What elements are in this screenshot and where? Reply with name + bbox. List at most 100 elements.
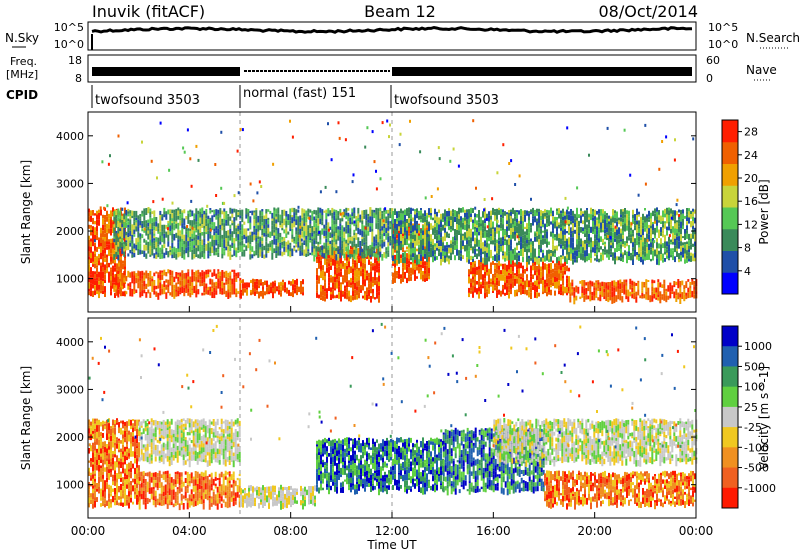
data-cell-6 — [637, 281, 639, 283]
data-cell-8 — [612, 233, 614, 238]
data-cell-8 — [486, 248, 488, 253]
data-cell-8 — [684, 229, 686, 234]
data-cell-8 — [692, 209, 694, 212]
data-cell-0 — [112, 489, 114, 492]
data-cell-3 — [330, 266, 332, 270]
data-cell-7 — [313, 249, 315, 255]
data-cell-8 — [570, 215, 572, 221]
data-cell-8 — [524, 241, 526, 247]
data-cell-7 — [153, 230, 155, 233]
data-cell-8 — [562, 249, 564, 256]
data-cell-3 — [340, 284, 342, 290]
data-cell-5 — [548, 263, 550, 268]
data-cell-7 — [153, 236, 155, 238]
data-cell-0 — [126, 457, 128, 461]
data-cell-3 — [378, 268, 380, 272]
data-cell-0 — [96, 262, 98, 265]
data-cell-8 — [498, 238, 500, 241]
data-cell-6 — [603, 289, 605, 293]
data-cell-1 — [123, 271, 125, 275]
data-cell-3 — [324, 259, 326, 265]
data-cell-8 — [466, 244, 468, 250]
data-cell-3 — [376, 292, 378, 298]
data-cell-7 — [125, 210, 127, 216]
data-cell-0 — [106, 456, 108, 459]
data-cell-5 — [536, 292, 538, 298]
data-cell-8 — [608, 216, 610, 219]
data-cell-7 — [331, 208, 333, 213]
data-cell-0 — [98, 220, 100, 226]
data-cell-8 — [674, 210, 676, 215]
data-cell-6 — [595, 283, 597, 288]
data-cell-3 — [342, 261, 344, 267]
data-cell-1 — [231, 291, 233, 295]
data-cell-0 — [108, 450, 110, 454]
data-cell-7 — [375, 243, 377, 245]
data-cell-7 — [255, 242, 257, 245]
data-cell-8 — [482, 246, 484, 251]
data-cell-0 — [108, 430, 110, 434]
data-cell-7 — [129, 231, 131, 236]
data-cell-6 — [625, 283, 627, 286]
data-cell-6 — [685, 293, 687, 296]
data-cell-7 — [337, 226, 339, 229]
data-cell-8 — [448, 236, 450, 238]
data-cell-7 — [177, 208, 179, 211]
scatter-cell — [437, 187, 439, 190]
data-cell-0 — [102, 262, 104, 268]
data-cell-0 — [98, 237, 100, 239]
data-cell-7 — [329, 250, 331, 255]
data-cell-7 — [197, 214, 199, 221]
data-cell-5 — [472, 261, 474, 267]
data-cell-8 — [558, 243, 560, 246]
data-cell-5 — [520, 291, 522, 294]
data-cell-2 — [272, 288, 274, 292]
data-cell-7 — [129, 216, 131, 219]
data-cell-8 — [474, 255, 476, 257]
data-cell-8 — [666, 208, 668, 215]
data-cell-8 — [488, 257, 490, 262]
scatter-cell — [389, 124, 391, 127]
data-cell-6 — [571, 292, 573, 296]
data-cell-6 — [691, 291, 693, 297]
data-cell-6 — [665, 289, 667, 291]
data-cell-8 — [476, 220, 478, 225]
data-cell-8 — [688, 249, 690, 252]
data-cell-7 — [307, 251, 309, 254]
data-cell-7 — [123, 252, 125, 257]
data-cell-8 — [626, 254, 628, 257]
data-cell-8 — [524, 215, 526, 222]
scatter-cell — [455, 236, 457, 239]
data-cell-7 — [389, 224, 391, 227]
data-cell-3 — [324, 276, 326, 279]
data-cell-7 — [243, 250, 245, 257]
data-cell-0 — [110, 219, 112, 223]
data-cell-0 — [102, 225, 104, 230]
data-cell-7 — [301, 213, 303, 218]
data-cell-7 — [237, 250, 239, 253]
data-cell-7 — [143, 220, 145, 223]
data-cell-7 — [259, 247, 261, 249]
data-cell-8 — [450, 224, 452, 226]
data-cell-8 — [664, 248, 666, 252]
data-cell-8 — [428, 228, 430, 232]
data-cell-7 — [331, 223, 333, 229]
data-cell-8 — [448, 256, 450, 259]
data-cell-8 — [546, 239, 548, 242]
data-cell-7 — [261, 226, 263, 229]
data-cell-4 — [392, 273, 394, 278]
data-cell-7 — [333, 212, 335, 216]
data-cell-8 — [430, 234, 432, 237]
data-cell-8 — [446, 242, 448, 245]
data-cell-0 — [102, 454, 104, 460]
data-cell-8 — [492, 256, 494, 260]
data-cell-8 — [628, 232, 630, 234]
data-cell-3 — [378, 263, 380, 266]
data-cell-0 — [120, 440, 122, 444]
data-cell-8 — [438, 243, 440, 247]
data-cell-7 — [307, 209, 309, 213]
data-cell-2 — [302, 279, 304, 284]
data-cell-7 — [179, 214, 181, 218]
data-cell-8 — [400, 230, 402, 234]
data-cell-8 — [668, 258, 670, 260]
